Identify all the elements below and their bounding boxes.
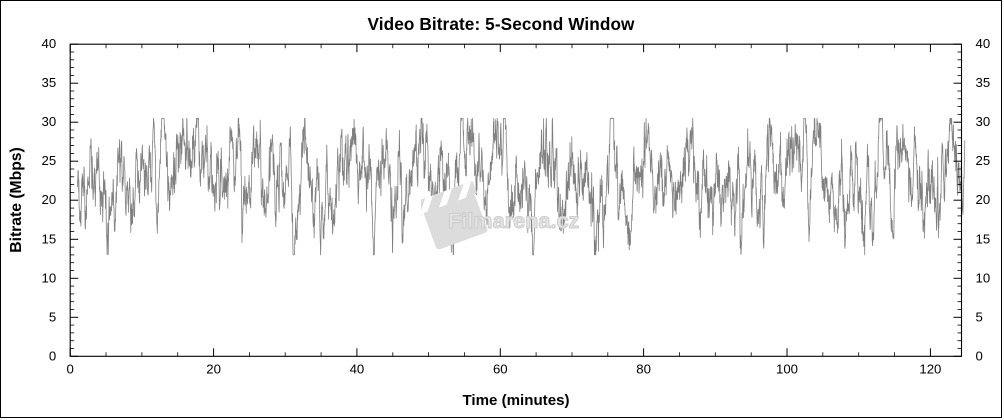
svg-text:30: 30 (42, 114, 57, 129)
svg-text:40: 40 (42, 36, 57, 51)
svg-text:60: 60 (493, 361, 508, 376)
svg-text:35: 35 (42, 75, 57, 90)
svg-text:10: 10 (976, 270, 991, 285)
svg-text:0: 0 (976, 348, 983, 363)
svg-text:5: 5 (976, 309, 983, 324)
svg-text:120: 120 (919, 361, 941, 376)
svg-text:20: 20 (976, 192, 991, 207)
svg-text:20: 20 (42, 192, 57, 207)
svg-text:10: 10 (42, 270, 57, 285)
svg-text:15: 15 (42, 231, 57, 246)
svg-text:15: 15 (976, 231, 991, 246)
svg-text:35: 35 (976, 75, 991, 90)
svg-text:0: 0 (67, 361, 74, 376)
svg-text:25: 25 (42, 153, 57, 168)
svg-text:25: 25 (976, 153, 991, 168)
svg-text:0: 0 (49, 348, 56, 363)
svg-text:40: 40 (976, 36, 991, 51)
svg-text:80: 80 (636, 361, 651, 376)
svg-text:20: 20 (206, 361, 221, 376)
svg-text:40: 40 (350, 361, 365, 376)
svg-text:30: 30 (976, 114, 991, 129)
svg-text:100: 100 (776, 361, 798, 376)
svg-text:5: 5 (49, 309, 56, 324)
